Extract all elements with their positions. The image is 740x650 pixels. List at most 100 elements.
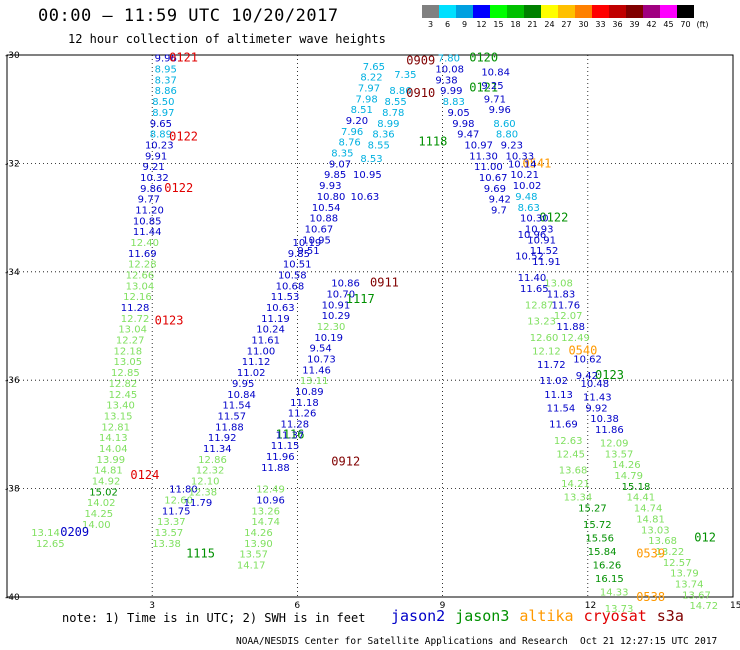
pass-time-label: 0539	[636, 547, 665, 561]
wave-height-value: 9.98	[452, 119, 474, 130]
wave-height-value: 11.69	[128, 249, 157, 260]
wave-height-value: 10.24	[256, 325, 285, 336]
wave-height-value: 8.53	[360, 154, 382, 165]
wave-height-value: 14.04	[99, 444, 128, 455]
wave-height-value: 13.74	[675, 579, 704, 590]
wave-height-value: 7.97	[358, 84, 380, 95]
wave-height-value: 9.42	[489, 195, 511, 206]
wave-height-value: 11.00	[247, 346, 276, 357]
pass-time-label: 0541	[522, 156, 551, 170]
wave-height-value: 14.81	[636, 514, 665, 525]
wave-height-value: 10.29	[322, 311, 351, 322]
wave-height-value: 10.68	[276, 281, 305, 292]
wave-height-value: 11.86	[595, 425, 624, 436]
wave-height-value: 10.67	[305, 224, 334, 235]
wave-height-value: 15.27	[578, 504, 607, 515]
wave-height-value: 10.70	[326, 289, 355, 300]
wave-height-value: 11.83	[547, 289, 576, 300]
pass-time-label: 0122	[164, 181, 193, 195]
credit-line: NOAA/NESDIS Center for Satellite Applica…	[236, 636, 568, 647]
wave-height-value: 9.85	[324, 170, 346, 181]
color-scale-cell	[507, 5, 524, 18]
wave-height-value: 9.23	[501, 140, 523, 151]
wave-height-value: 8.37	[155, 75, 177, 86]
wave-height-value: 13.05	[113, 357, 142, 368]
x-tick-label: 3	[149, 601, 155, 611]
pass-time-label: 0911	[370, 276, 399, 290]
wave-height-value: 11.28	[121, 303, 150, 314]
wave-height-value: 9.86	[140, 184, 162, 195]
wave-height-value: 10.97	[464, 140, 493, 151]
color-scale-bar	[422, 5, 694, 18]
wave-height-value: 10.48	[581, 379, 610, 390]
wave-height-value: 13.04	[126, 281, 155, 292]
wave-height-value: 12.27	[116, 336, 145, 347]
wave-height-value: 8.86	[155, 86, 177, 97]
wave-height-value: 12.09	[600, 439, 629, 450]
wave-height-value: 13.67	[682, 590, 711, 601]
pass-time-label: 0124	[130, 468, 159, 482]
wave-height-value: 16.15	[595, 574, 624, 585]
x-tick-label: 6	[294, 601, 300, 611]
wave-height-value: 11.79	[184, 498, 213, 509]
wave-height-value: 13.15	[104, 411, 133, 422]
wave-height-value: 13.68	[648, 536, 677, 547]
wave-height-value: 10.95	[353, 170, 382, 181]
wave-height-value: 12.81	[101, 422, 130, 433]
pass-time-label: 0120	[469, 51, 498, 65]
wave-height-value: 8.86	[389, 86, 411, 97]
color-scale-cell	[558, 5, 575, 18]
color-scale-label: 6	[444, 20, 451, 29]
satellite-legend: jason2 jason3 altika cryosat s3a	[391, 607, 684, 625]
color-scale-cell	[660, 5, 677, 18]
wave-height-value: 8.76	[339, 138, 361, 149]
x-tick-label: 15	[730, 601, 740, 611]
wave-height-value: 11.46	[302, 365, 331, 376]
wave-height-value: 11.52	[530, 246, 559, 257]
wave-height-value: 8.50	[152, 97, 174, 108]
wave-height-value: 13.40	[106, 401, 135, 412]
wave-height-value: 10.19	[293, 238, 322, 249]
wave-height-value: 7.35	[394, 70, 416, 81]
pass-time-label: 0209	[60, 525, 89, 539]
wave-height-value: 14.33	[600, 588, 629, 599]
pass-time-label: 0122	[539, 211, 568, 225]
wave-height-value: 14.26	[244, 528, 273, 539]
color-scale-labels: 3 6 9 12 15 18 21 24 27 30 33 36 39 42 45 70 (ft)	[422, 20, 711, 29]
color-scale-cell	[677, 5, 694, 18]
wave-height-value: 9.95	[232, 379, 254, 390]
wave-height-value: 12.18	[113, 346, 142, 357]
wave-height-value: 11.26	[288, 409, 317, 420]
wave-height-value: 11.40	[518, 273, 547, 284]
wave-height-value: 11.02	[237, 368, 266, 379]
pass-time-label: 0909	[406, 53, 435, 67]
color-scale-label: 39	[629, 20, 640, 29]
wave-height-value: 14.81	[94, 466, 123, 477]
color-scale-cell	[541, 5, 558, 18]
wave-height-value: 15.72	[583, 520, 612, 531]
wave-height-value: 10.52	[515, 252, 544, 263]
wave-height-value: 10.54	[312, 203, 341, 214]
wave-height-value: 11.00	[474, 162, 503, 173]
wave-height-value: 10.21	[510, 170, 539, 181]
wave-height-value: 13.26	[251, 506, 280, 517]
wave-height-value: 11.54	[547, 403, 576, 414]
wave-height-value: 11.76	[552, 300, 581, 311]
x-tick-label: 9	[440, 601, 446, 611]
color-scale-label: 36	[612, 20, 623, 29]
wave-height-value: 14.13	[99, 433, 128, 444]
wave-height-value: 9.65	[150, 119, 172, 130]
wave-height-value: 11.44	[133, 227, 162, 238]
wave-height-value: 10.33	[506, 151, 535, 162]
wave-height-value: 10.32	[140, 173, 169, 184]
color-scale-cell	[609, 5, 626, 18]
wave-height-value: 13.14	[31, 528, 60, 539]
wave-height-value: 11.37	[276, 430, 305, 441]
wave-height-value: 12.28	[128, 260, 157, 271]
wave-height-value: 14.21	[561, 479, 590, 490]
pass-time-label: 0121	[469, 81, 498, 95]
wave-height-value: 11.34	[203, 444, 232, 455]
wave-height-value: 7.65	[363, 62, 385, 73]
wave-height-value: 12.32	[196, 466, 225, 477]
wave-height-value: 13.34	[564, 493, 593, 504]
